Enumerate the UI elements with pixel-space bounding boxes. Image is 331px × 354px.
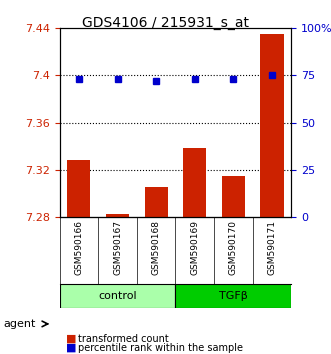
Bar — [222, 176, 245, 217]
Text: GSM590166: GSM590166 — [74, 220, 83, 275]
Bar — [60, 284, 175, 308]
Text: agent: agent — [3, 319, 36, 329]
Bar — [183, 148, 206, 217]
Text: ■: ■ — [66, 334, 77, 344]
Text: TGFβ: TGFβ — [219, 291, 248, 301]
Text: GDS4106 / 215931_s_at: GDS4106 / 215931_s_at — [82, 16, 249, 30]
Bar — [260, 34, 284, 217]
Bar — [175, 284, 291, 308]
Text: GSM590167: GSM590167 — [113, 220, 122, 275]
Text: transformed count: transformed count — [78, 334, 168, 344]
Text: percentile rank within the sample: percentile rank within the sample — [78, 343, 243, 353]
Text: control: control — [98, 291, 137, 301]
Text: GSM590171: GSM590171 — [267, 220, 276, 275]
Text: GSM590170: GSM590170 — [229, 220, 238, 275]
Bar — [67, 160, 90, 217]
Bar — [145, 187, 168, 217]
Text: GSM590169: GSM590169 — [190, 220, 199, 275]
Bar — [106, 215, 129, 217]
Text: GSM590168: GSM590168 — [152, 220, 161, 275]
Text: ■: ■ — [66, 343, 77, 353]
